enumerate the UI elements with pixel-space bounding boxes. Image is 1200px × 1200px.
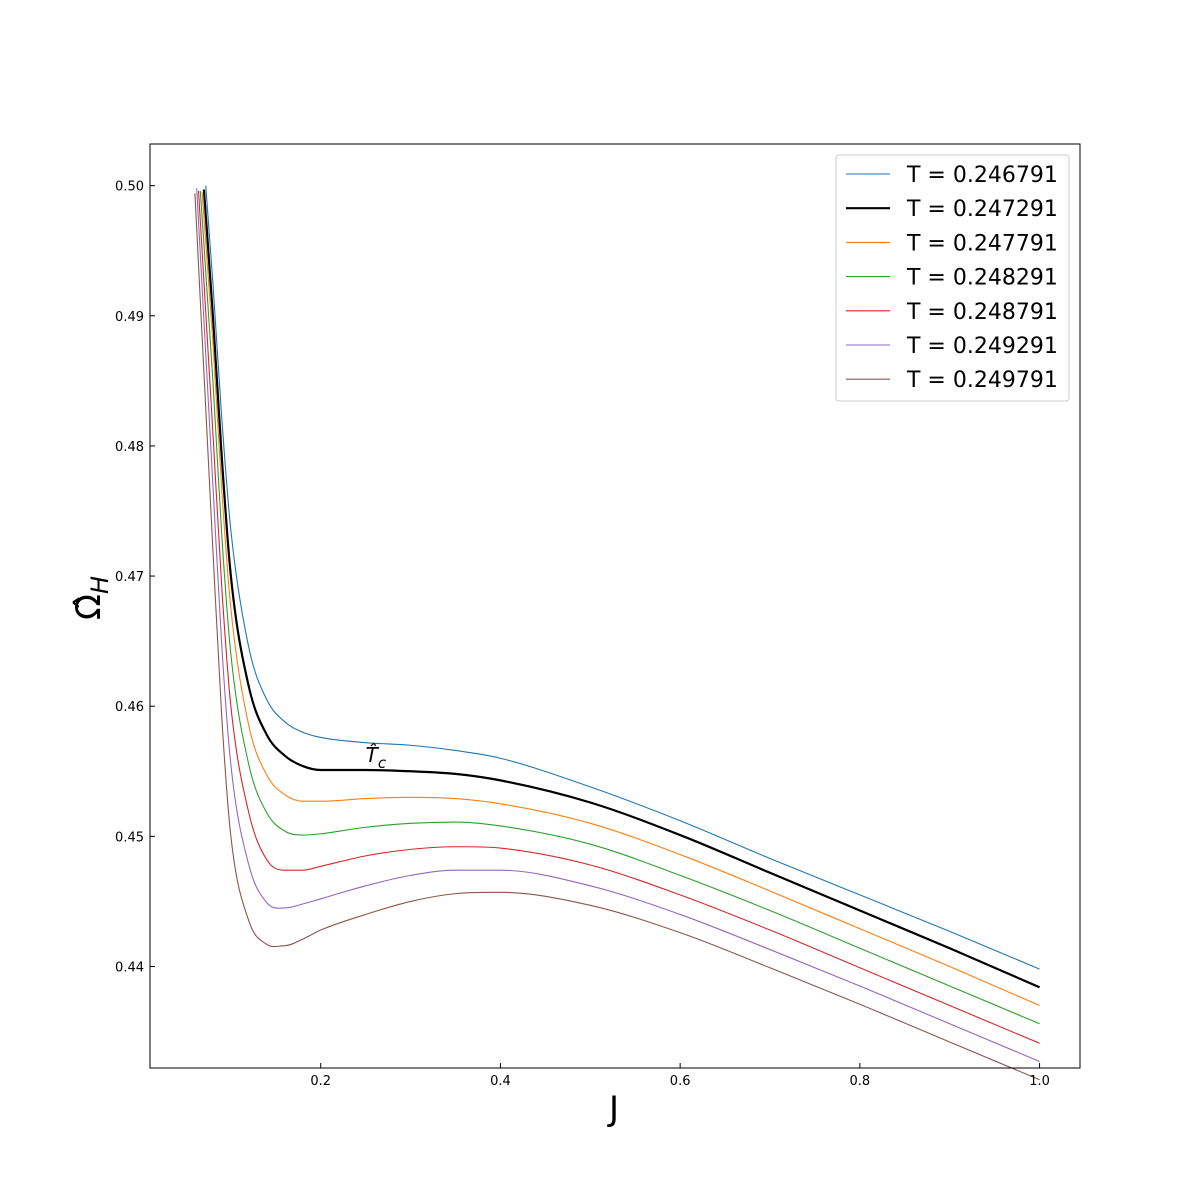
legend-label-5: T = 0.248791 bbox=[906, 300, 1058, 325]
series-line-4 bbox=[199, 190, 1040, 1025]
svg-text:Ω̂H: Ω̂H bbox=[69, 576, 114, 620]
annotation-sub: c bbox=[378, 754, 387, 772]
series-line-3 bbox=[201, 192, 1040, 1007]
y-tick-label: 0.50 bbox=[115, 180, 144, 195]
legend-label-7: T = 0.249791 bbox=[906, 368, 1058, 393]
y-tick-label: 0.49 bbox=[115, 310, 144, 325]
y-axis-label-sub: H bbox=[86, 576, 114, 594]
legend-box bbox=[835, 154, 1070, 402]
series-line-2 bbox=[202, 189, 1041, 989]
series-line-6 bbox=[196, 188, 1040, 1062]
y-axis-label: Ω̂H bbox=[69, 576, 114, 620]
x-axis: 0.2 0.4 0.6 0.8 1.0 bbox=[310, 1063, 1050, 1089]
y-axis-label-main: Ω̂ bbox=[69, 594, 109, 620]
x-tick-label: 0.8 bbox=[850, 1074, 871, 1089]
annotation: T̂c bbox=[366, 743, 387, 772]
y-tick-label: 0.45 bbox=[115, 830, 144, 845]
svg-text:T̂c: T̂c bbox=[366, 743, 387, 772]
legend: T = 0.246791 T = 0.247291 T = 0.247791 T = … bbox=[835, 154, 1070, 402]
y-tick-label: 0.44 bbox=[115, 960, 144, 975]
series-layer bbox=[194, 185, 1041, 1081]
series-line-7 bbox=[194, 193, 1040, 1081]
legend-label-4: T = 0.248291 bbox=[906, 266, 1058, 291]
x-tick-label: 0.4 bbox=[490, 1074, 511, 1089]
plot-frame bbox=[149, 143, 1081, 1069]
legend-label-1: T = 0.246791 bbox=[906, 163, 1058, 188]
legend-label-2: T = 0.247291 bbox=[906, 197, 1058, 222]
y-tick-label: 0.48 bbox=[115, 440, 144, 455]
series-line-5 bbox=[197, 190, 1040, 1044]
x-tick-label: 0.6 bbox=[670, 1074, 691, 1089]
y-tick-label: 0.46 bbox=[115, 700, 144, 715]
y-tick-label: 0.47 bbox=[115, 570, 144, 585]
annotation-main: T̂ bbox=[366, 743, 380, 767]
x-tick-label: 1.0 bbox=[1029, 1074, 1050, 1089]
x-axis-label: J bbox=[607, 1089, 619, 1129]
series-line-1 bbox=[205, 185, 1040, 970]
y-axis: 0.44 0.45 0.46 0.47 0.48 0.49 0.50 bbox=[115, 180, 155, 975]
x-tick-label: 0.2 bbox=[310, 1074, 331, 1089]
legend-label-3: T = 0.247791 bbox=[906, 231, 1058, 256]
legend-label-6: T = 0.249291 bbox=[906, 334, 1058, 359]
